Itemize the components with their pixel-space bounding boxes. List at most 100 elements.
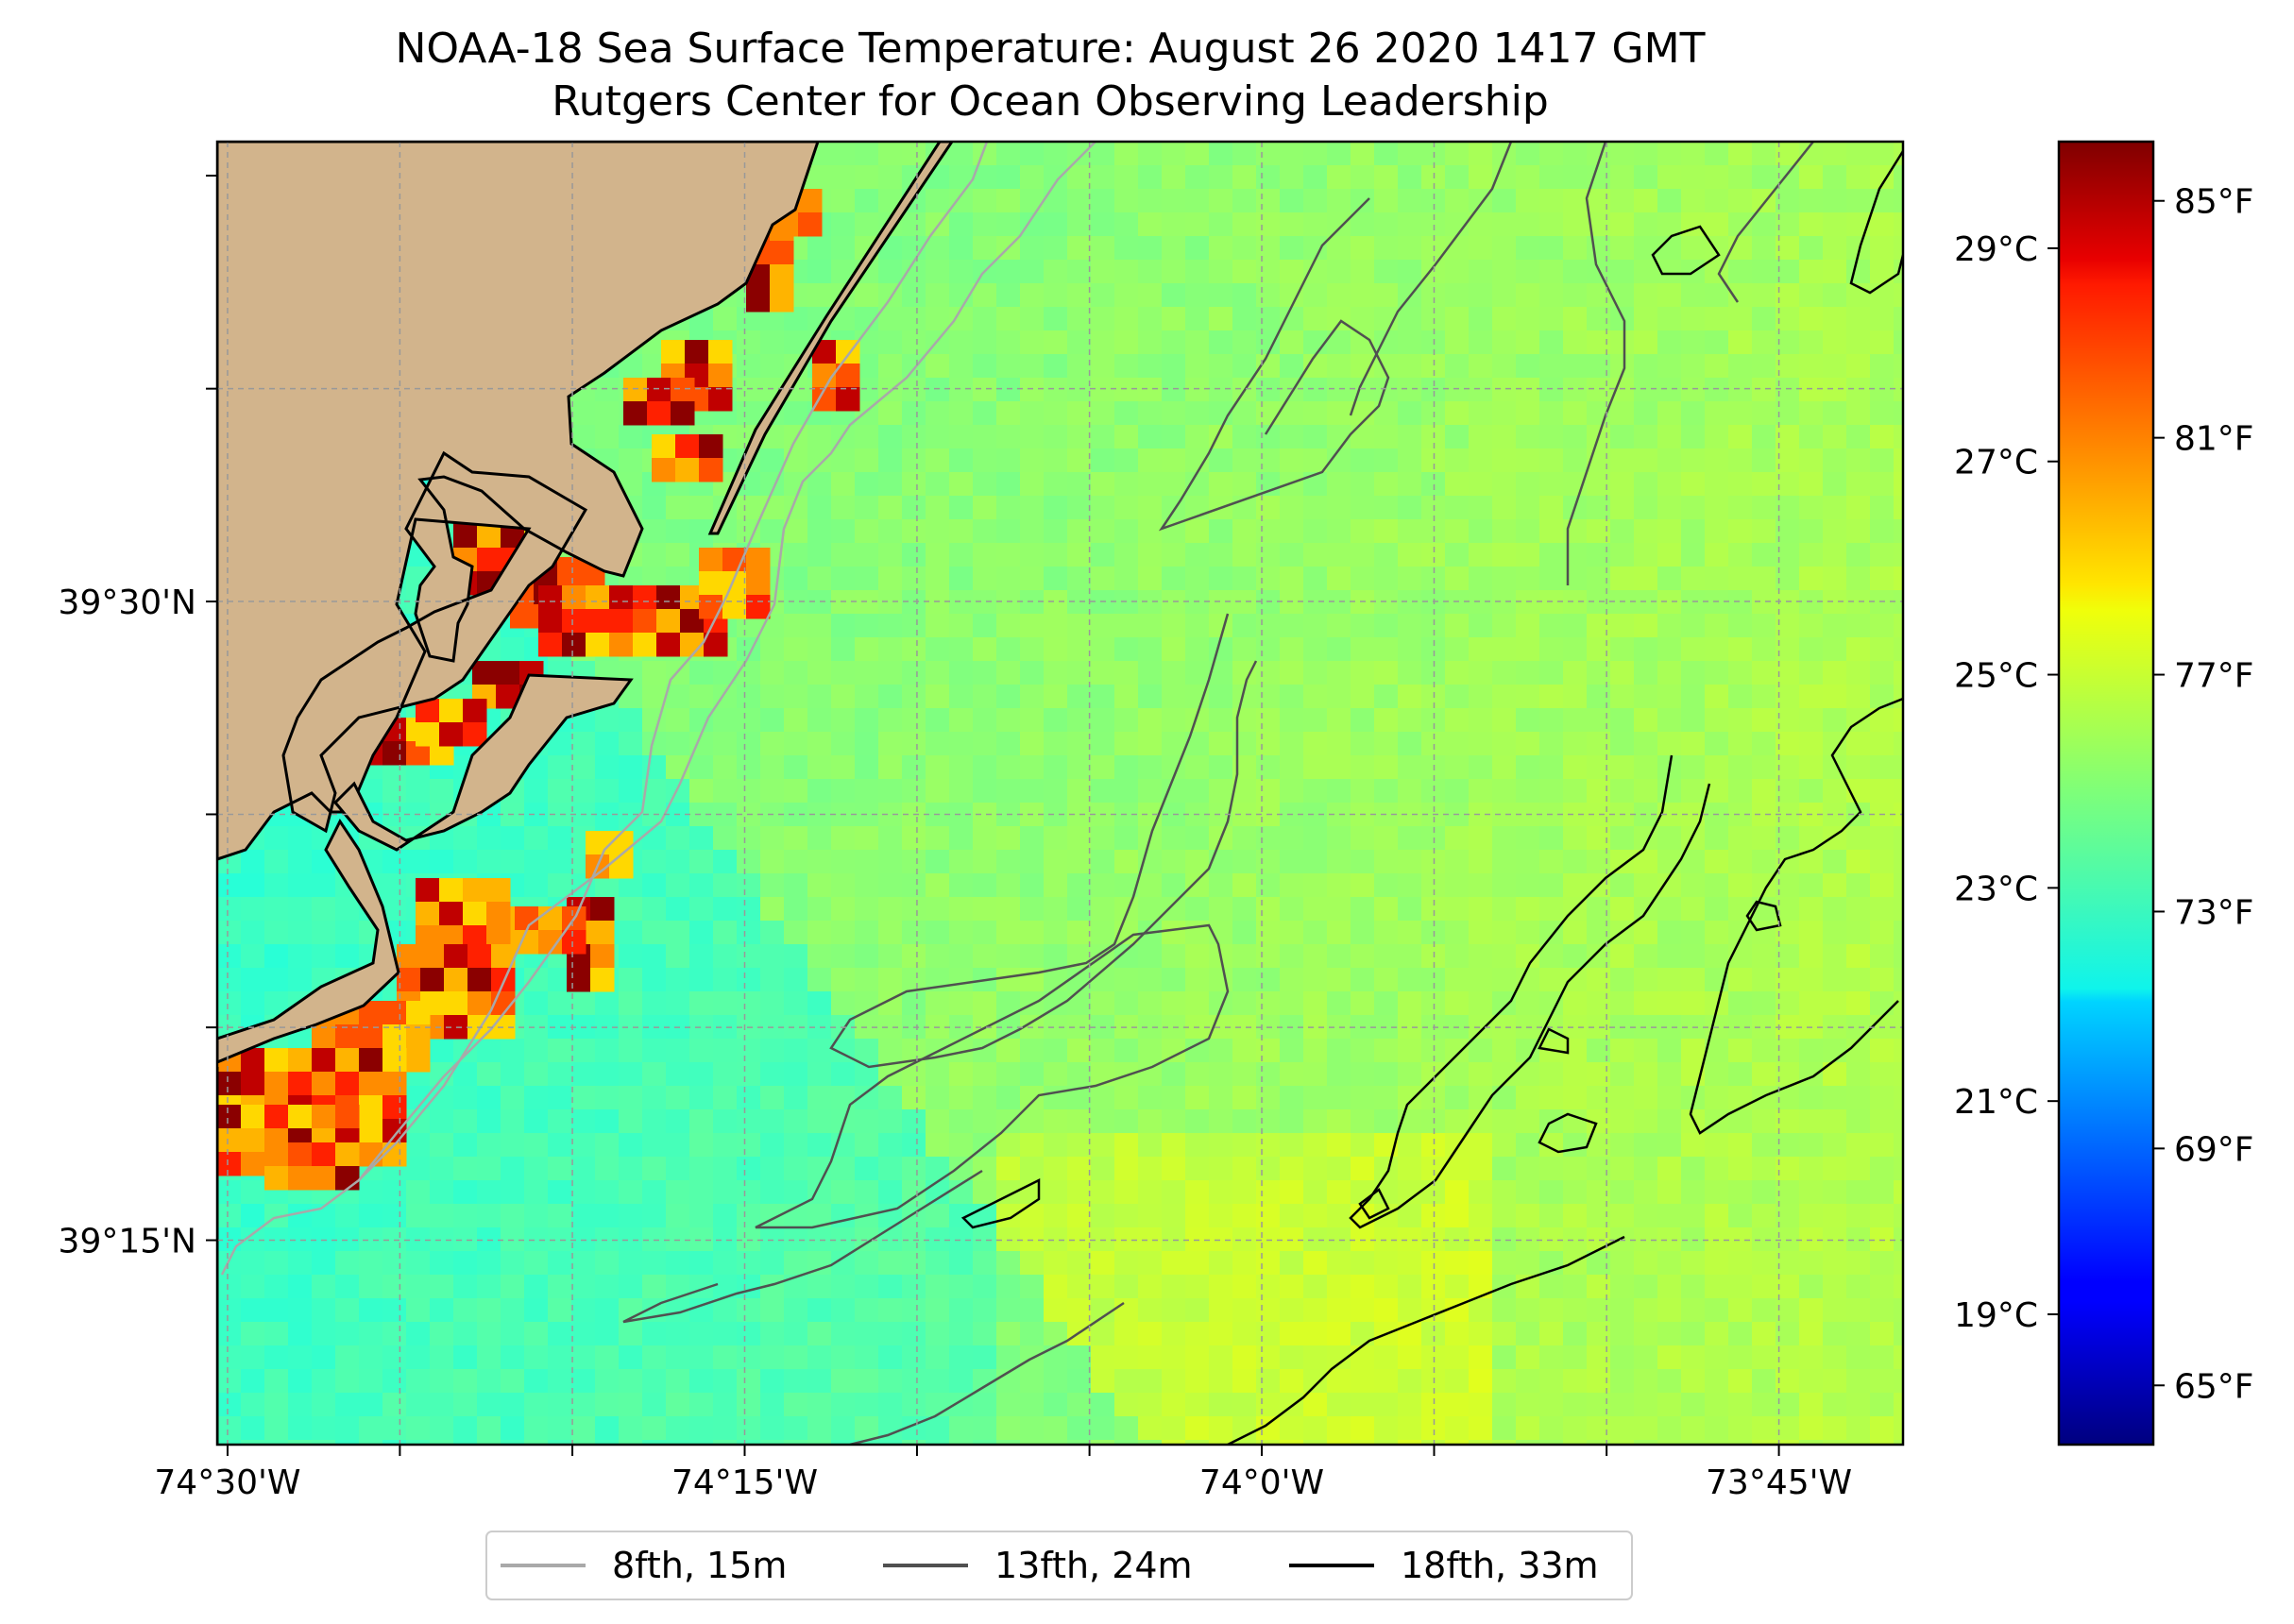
sst-cell bbox=[831, 1298, 856, 1323]
map-area[interactable] bbox=[215, 140, 1918, 1464]
sst-cell bbox=[1280, 1251, 1304, 1276]
sst-cell bbox=[548, 1275, 572, 1299]
sst-cell bbox=[1303, 944, 1328, 969]
sst-cell bbox=[1067, 991, 1092, 1016]
sst-cell bbox=[1516, 212, 1540, 237]
sst-cell bbox=[524, 1039, 549, 1063]
sst-cell bbox=[1398, 755, 1422, 780]
sst-cell bbox=[1374, 850, 1399, 874]
sst-cell bbox=[949, 708, 974, 733]
sst-cell bbox=[548, 1345, 572, 1370]
sst-cell bbox=[1799, 401, 1824, 426]
sst-cell bbox=[855, 614, 879, 638]
sst-cell bbox=[1539, 567, 1564, 591]
sst-cell bbox=[1539, 1393, 1564, 1417]
sst-cell bbox=[1870, 472, 1895, 497]
sst-cell bbox=[1610, 236, 1635, 261]
sst-cell bbox=[784, 1086, 808, 1110]
sst-cell bbox=[1256, 944, 1281, 969]
sst-cell bbox=[312, 1251, 336, 1276]
sst-cell bbox=[1539, 1086, 1564, 1110]
sst-cell bbox=[1232, 1086, 1257, 1110]
sst-cell bbox=[1398, 1133, 1422, 1158]
sst-cell bbox=[1681, 708, 1706, 733]
sst-cell bbox=[1114, 968, 1139, 992]
sst-cell bbox=[1823, 850, 1847, 874]
sst-cell bbox=[1374, 496, 1399, 520]
sst-cell bbox=[1728, 378, 1753, 402]
sst-cell bbox=[241, 921, 265, 945]
sst-cell bbox=[1870, 236, 1895, 261]
sst-cell bbox=[1374, 448, 1399, 473]
sst-cell bbox=[1846, 378, 1871, 402]
sst-cell bbox=[1516, 1393, 1540, 1417]
sst-cell bbox=[1138, 567, 1163, 591]
sst-cell bbox=[1185, 1180, 1210, 1205]
sst-cell bbox=[1469, 1345, 1493, 1370]
sst-cell bbox=[760, 1227, 785, 1252]
sst-cell bbox=[595, 991, 620, 1016]
sst-cell bbox=[1705, 1416, 1729, 1441]
chart-subtitle: Rutgers Center for Ocean Observing Leade… bbox=[552, 77, 1549, 126]
sst-cell bbox=[1870, 732, 1895, 756]
sst-cell bbox=[996, 1133, 1021, 1158]
sst-cell bbox=[1469, 425, 1493, 449]
sst-cell bbox=[335, 897, 360, 922]
sst-cell bbox=[1846, 142, 1871, 166]
sst-cell bbox=[1516, 637, 1540, 662]
sst-cell bbox=[1232, 1227, 1257, 1252]
sst-cell bbox=[1539, 944, 1564, 969]
sst-cell bbox=[855, 1109, 879, 1134]
sst-cell bbox=[1469, 850, 1493, 874]
sst-cell bbox=[784, 991, 808, 1016]
sst-cell bbox=[1846, 755, 1871, 780]
sst-cell bbox=[807, 1416, 832, 1441]
sst-cell bbox=[1894, 873, 1903, 898]
sst-cell bbox=[1398, 567, 1422, 591]
sst-cell bbox=[501, 1086, 525, 1110]
sst-cell bbox=[335, 1440, 360, 1445]
sst-cell bbox=[453, 1180, 478, 1205]
sst-cell bbox=[1539, 873, 1564, 898]
sst-cell bbox=[1539, 236, 1564, 261]
sst-cell bbox=[642, 1157, 667, 1181]
sst-cell bbox=[1091, 897, 1115, 922]
sst-cell bbox=[1209, 1227, 1233, 1252]
sst-cell bbox=[642, 873, 667, 898]
sst-cell bbox=[217, 991, 242, 1016]
sst-cell bbox=[1280, 448, 1304, 473]
sst-cell bbox=[1398, 1416, 1422, 1441]
sst-cell bbox=[548, 1086, 572, 1110]
sst-cell bbox=[949, 1322, 974, 1346]
sst-cell bbox=[831, 1369, 856, 1394]
sst-cell bbox=[1445, 472, 1470, 497]
sst-cell bbox=[1138, 1298, 1163, 1323]
sst-cell bbox=[1563, 378, 1588, 402]
sst-cell bbox=[1634, 1109, 1658, 1134]
sst-cell bbox=[1728, 1039, 1753, 1063]
sst-cell bbox=[1351, 1275, 1375, 1299]
sst-cell bbox=[666, 921, 690, 945]
sst-cell bbox=[1516, 708, 1540, 733]
sst-cell bbox=[619, 732, 643, 756]
sst-cell bbox=[1303, 661, 1328, 685]
sst-cell bbox=[807, 991, 832, 1016]
colorbar-celsius-label: 27°C bbox=[1954, 444, 2038, 482]
sst-cell-warm bbox=[609, 609, 634, 634]
sst-cell bbox=[1020, 1227, 1045, 1252]
sst-cell bbox=[1469, 165, 1493, 190]
sst-cell-warm bbox=[420, 968, 445, 992]
sst-cell bbox=[619, 1015, 643, 1040]
sst-cell bbox=[1351, 1133, 1375, 1158]
sst-cell bbox=[288, 1369, 313, 1394]
sst-cell bbox=[477, 1440, 501, 1445]
sst-cell bbox=[996, 378, 1021, 402]
sst-cell bbox=[1351, 1251, 1375, 1276]
sst-cell bbox=[926, 1251, 950, 1276]
sst-cell bbox=[382, 779, 407, 804]
sst-cell bbox=[1870, 1416, 1895, 1441]
sst-cell bbox=[1516, 897, 1540, 922]
sst-cell bbox=[1374, 142, 1399, 166]
sst-cell bbox=[878, 708, 903, 733]
sst-cell bbox=[855, 637, 879, 662]
